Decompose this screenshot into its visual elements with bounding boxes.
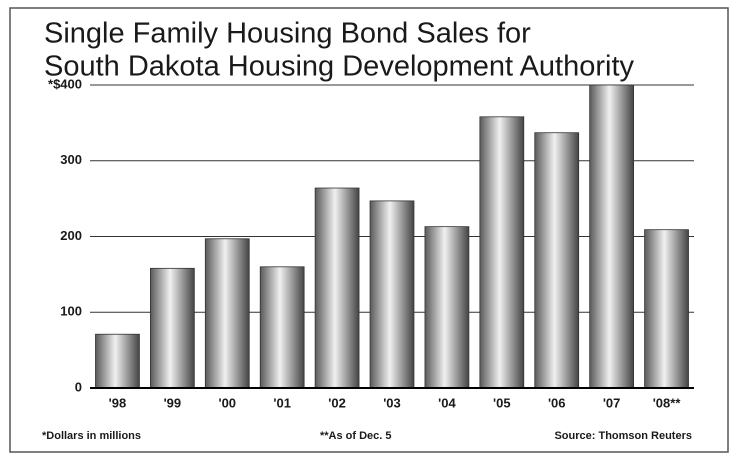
chart-title: Single Family Housing Bond Sales for xyxy=(44,18,531,50)
bar xyxy=(204,238,250,389)
source: Source: Thomson Reuters xyxy=(554,430,692,442)
y-tick-label: 0 xyxy=(75,379,82,394)
x-tick-label: '02 xyxy=(328,395,346,410)
x-tick-label: '98 xyxy=(109,395,127,410)
x-tick-label: '05 xyxy=(493,395,511,410)
bar xyxy=(534,132,580,389)
bar xyxy=(589,84,635,389)
x-tick-label: '99 xyxy=(164,395,182,410)
x-tick-label: '06 xyxy=(548,395,566,410)
y-tick-label: 200 xyxy=(60,228,82,243)
bar xyxy=(479,116,525,389)
bar xyxy=(95,333,140,389)
chart-title: South Dakota Housing Development Authori… xyxy=(44,51,635,83)
x-tick-label: '01 xyxy=(273,395,291,410)
footnote: **As of Dec. 5 xyxy=(320,430,392,442)
x-tick-label: '04 xyxy=(438,395,456,410)
bar xyxy=(149,267,195,389)
x-tick-label: '08** xyxy=(653,395,682,410)
footnote: *Dollars in millions xyxy=(42,430,141,442)
bar xyxy=(369,200,415,389)
bar xyxy=(424,226,470,389)
bar xyxy=(259,266,305,389)
x-tick-label: '00 xyxy=(218,395,236,410)
bar xyxy=(644,229,689,389)
x-tick-label: '07 xyxy=(603,395,621,410)
bar xyxy=(314,187,360,389)
y-tick-label: 300 xyxy=(60,152,82,167)
y-tick-label: *$400 xyxy=(48,76,82,91)
y-tick-label: 100 xyxy=(60,304,82,319)
x-tick-label: '03 xyxy=(383,395,401,410)
